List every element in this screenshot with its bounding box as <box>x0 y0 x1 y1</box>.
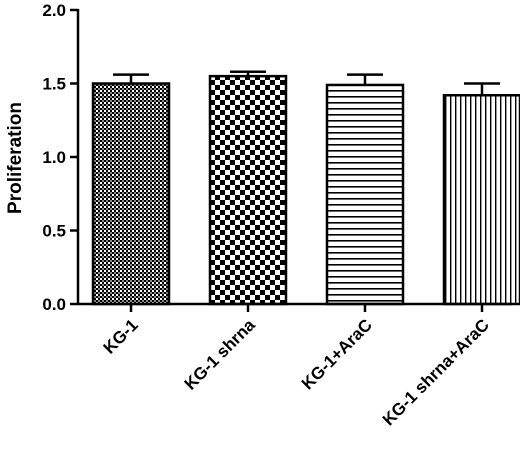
error-bar-2 <box>230 70 266 77</box>
bars-layer <box>91 74 520 306</box>
error-bar-1 <box>113 73 149 84</box>
y-ticks: 0.0 0.5 1.0 1.5 2.0 <box>42 1 78 314</box>
error-bar-3 <box>347 73 383 85</box>
x-category-label: KG-1+AraC <box>298 315 376 393</box>
error-bars-layer <box>113 70 500 96</box>
y-axis-title: Proliferation <box>5 102 26 214</box>
y-tick-label: 2.0 <box>42 1 66 20</box>
y-tick-label: 0.0 <box>42 295 66 314</box>
x-category-labels: KG-1 KG-1 shrna KG-1+AraC KG-1 shrna+AraC <box>100 304 493 429</box>
y-tick-label: 0.5 <box>42 222 66 241</box>
y-tick-label: 1.5 <box>42 75 66 94</box>
x-category-label: KG-1 <box>100 315 142 357</box>
y-tick-label: 1.0 <box>42 148 66 167</box>
bar-3 <box>325 83 405 306</box>
x-category-label: KG-1 shrna <box>181 315 260 394</box>
error-bar-4 <box>464 82 500 96</box>
bar-1 <box>91 82 171 306</box>
x-category-label: KG-1 shrna+AraC <box>379 315 493 429</box>
bar-2 <box>208 74 288 306</box>
bar-4 <box>442 94 520 306</box>
